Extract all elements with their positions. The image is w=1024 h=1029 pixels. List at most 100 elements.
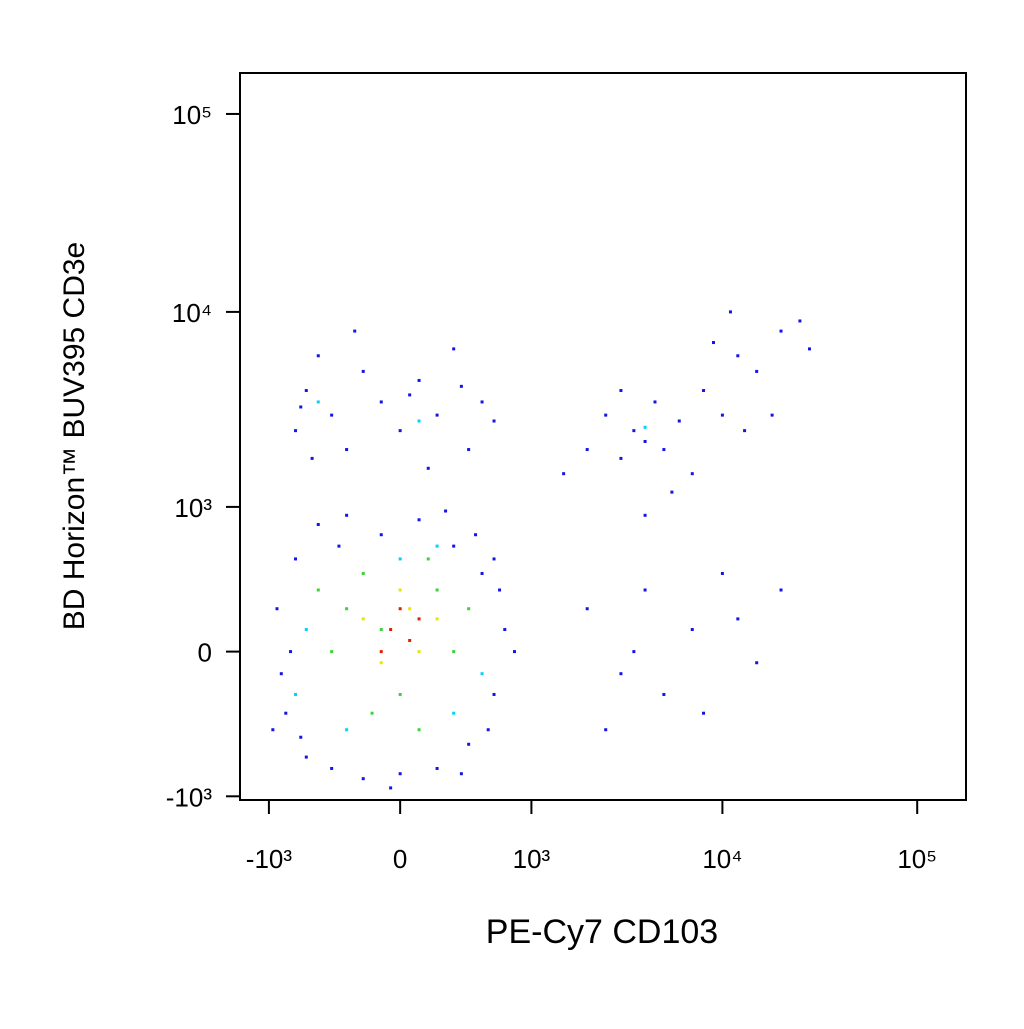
data-point [345,513,349,517]
data-point [361,571,365,575]
data-point [398,588,402,592]
data-point [417,419,421,423]
data-point [370,711,374,715]
data-point [304,389,308,393]
data-point [271,728,275,732]
data-point [279,672,283,676]
data-point [492,557,496,561]
data-point [345,728,349,732]
data-point [389,786,393,790]
data-point [310,456,314,460]
data-point [417,617,421,621]
data-point [492,692,496,696]
data-point [361,777,365,781]
data-point [498,588,502,592]
data-point [304,628,308,632]
data-point [662,448,666,452]
data-point [503,628,507,632]
data-point [417,378,421,382]
data-point [435,413,439,417]
data-point [653,400,657,404]
data-point [398,692,402,696]
data-point [562,472,566,476]
data-point [316,400,320,404]
data-point [353,329,357,333]
data-point [632,429,636,433]
data-point [330,650,334,654]
data-point [643,513,647,517]
data-point [408,393,412,397]
x-tick-label: -10³ [246,844,293,874]
data-point [755,661,759,665]
data-point [379,628,383,632]
data-point [690,628,694,632]
data-point [330,766,334,770]
data-point [294,557,298,561]
data-point [459,384,463,388]
data-point [755,369,759,373]
plot-frame [239,72,967,801]
data-point [467,607,471,611]
data-point [379,533,383,537]
data-point [316,523,320,527]
data-point [513,650,517,654]
data-point [702,711,706,715]
data-point [619,456,623,460]
data-point [779,588,783,592]
data-point [779,329,783,333]
data-point [444,509,448,513]
x-axis-label: PE-Cy7 CD103 [486,913,718,951]
data-point [807,347,811,351]
data-point [585,448,589,452]
data-point [452,347,456,351]
x-tick-label: 10⁵ [897,844,937,874]
data-point [480,672,484,676]
data-point [379,400,383,404]
data-point [720,571,724,575]
x-tick-label: 0 [393,844,407,874]
data-point [480,400,484,404]
data-point [480,571,484,575]
data-point [299,735,303,739]
data-point [467,742,471,746]
data-point [585,607,589,611]
y-tick-label: 10⁵ [172,100,212,130]
y-tick-label: 10³ [174,493,212,523]
data-point [426,466,430,470]
y-axis-label: BD Horizon™ BUV395 CD3e [58,242,91,631]
data-point [330,413,334,417]
data-point [743,429,747,433]
data-point [289,650,293,654]
data-point [379,661,383,665]
data-point [452,544,456,548]
y-tick-label: 0 [198,638,212,668]
data-point [670,490,674,494]
data-point [720,413,724,417]
data-point [389,628,393,632]
data-point [299,405,303,409]
y-tick-label: 10⁴ [172,298,212,328]
data-point [467,448,471,452]
data-point [361,617,365,621]
data-point [711,341,715,345]
data-point [337,544,341,548]
data-point [398,772,402,776]
data-point [417,728,421,732]
data-point [459,772,463,776]
data-point [435,617,439,621]
data-point [417,650,421,654]
data-point [728,310,732,314]
data-point [379,650,383,654]
data-point [486,728,490,732]
data-point [316,354,320,358]
data-point [426,557,430,561]
data-point [492,419,496,423]
data-point [662,692,666,696]
data-point [361,369,365,373]
data-point [345,607,349,611]
y-tick-label: -10³ [166,782,213,812]
data-point [604,413,608,417]
data-point [770,413,774,417]
data-point [702,389,706,393]
data-point [275,607,279,611]
